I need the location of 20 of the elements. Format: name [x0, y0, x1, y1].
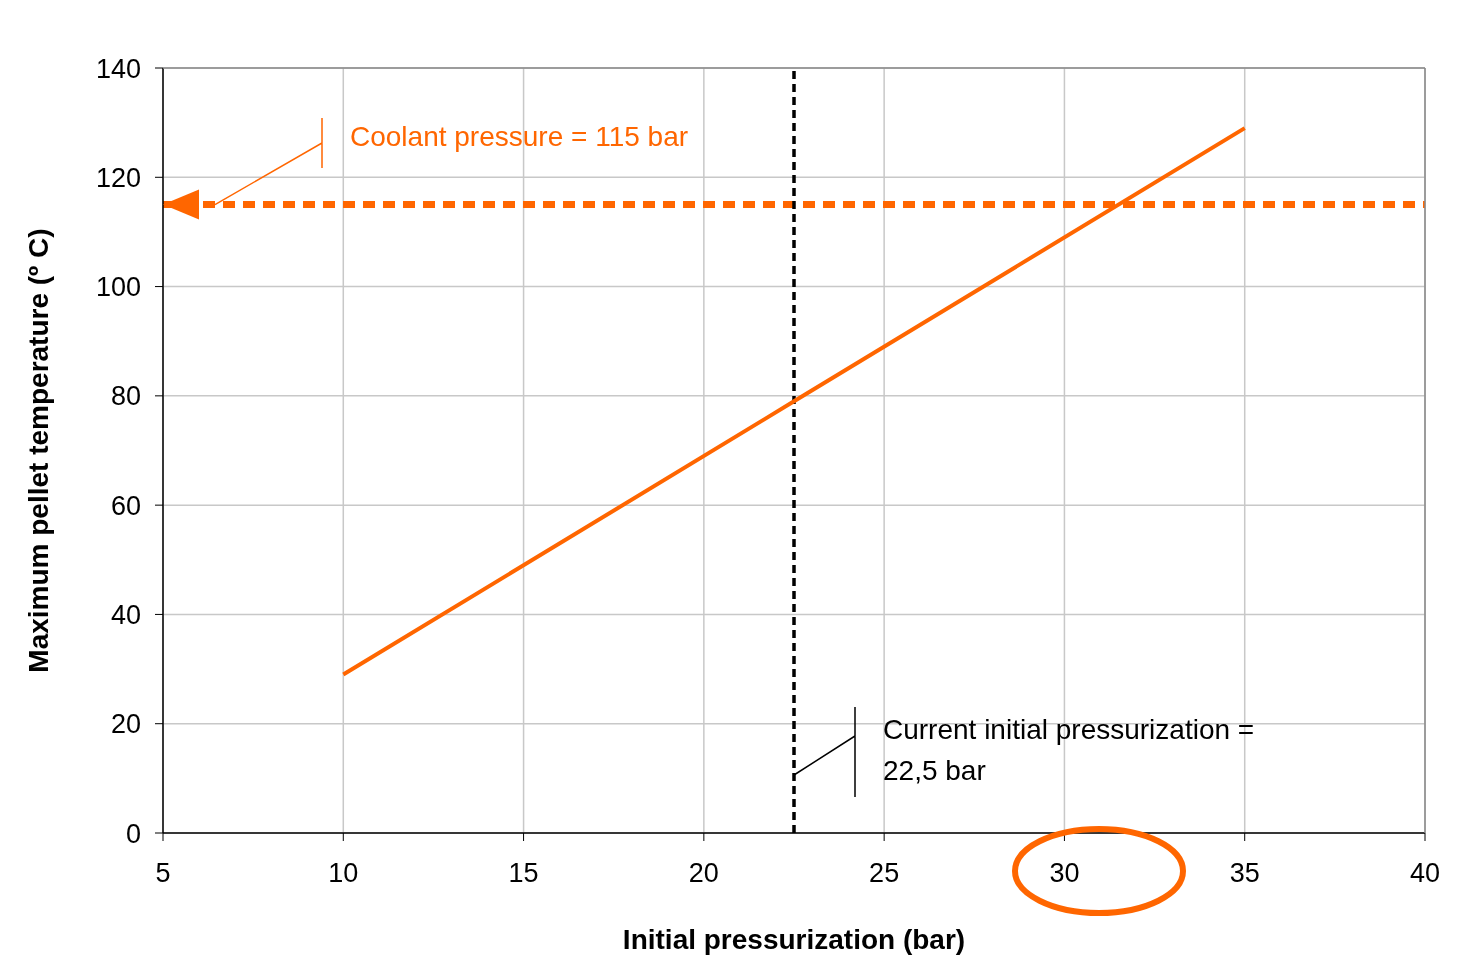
x-axis-title: Initial pressurization (bar)	[622, 924, 966, 955]
x-tick-label: 10	[328, 858, 359, 889]
y-tick-label: 140	[95, 53, 141, 84]
x-tick-label: 5	[155, 858, 171, 889]
x-tick-label: 25	[869, 858, 900, 889]
ref-line-label: Coolant pressure = 115 bar	[350, 121, 689, 153]
x-tick-label: 20	[688, 858, 719, 889]
x-tick-label: 30	[1049, 858, 1080, 889]
y-tick-label: 120	[95, 162, 141, 193]
x-tick-label: 35	[1229, 858, 1260, 889]
y-tick-label: 60	[110, 490, 141, 521]
x-tick-label: 40	[1409, 858, 1441, 889]
y-tick-label: 0	[125, 818, 141, 849]
ref-line-label: Current initial pressurization = 22,5 bar	[883, 713, 1256, 788]
y-tick-label: 100	[95, 272, 141, 303]
y-tick-label: 40	[110, 600, 141, 631]
y-axis-title: Maximum pellet temperature (º C)	[22, 228, 54, 673]
y-tick-label: 20	[110, 709, 141, 740]
y-tick-label: 80	[110, 381, 141, 412]
x-tick-label: 15	[508, 858, 539, 889]
